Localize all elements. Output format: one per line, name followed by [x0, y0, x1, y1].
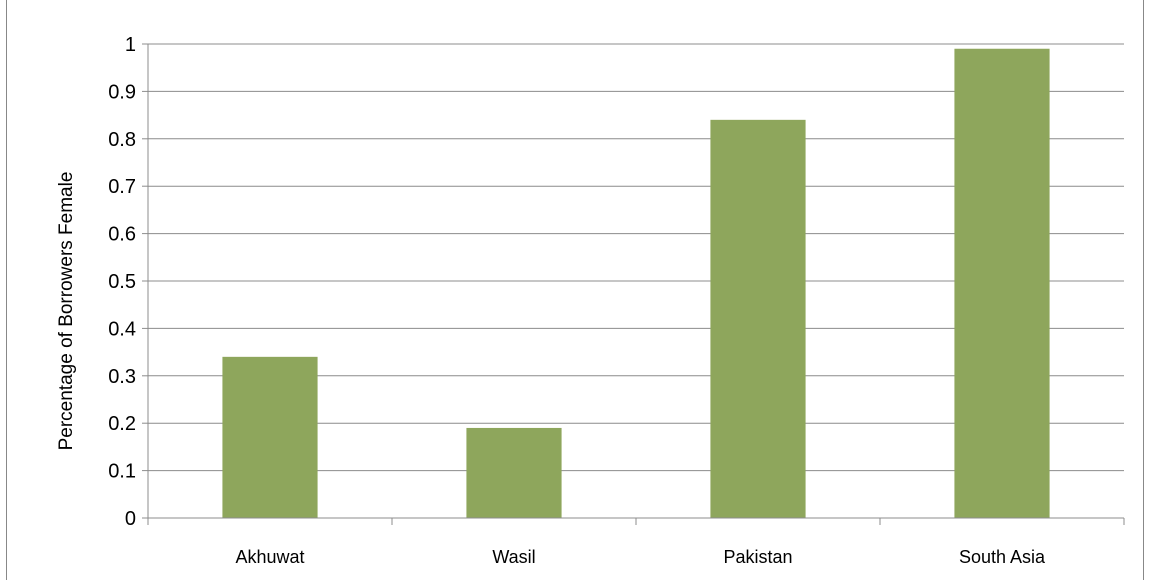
y-tick-label: 1	[125, 34, 136, 56]
bar-wasil	[466, 427, 562, 518]
y-tick-label: 0.8	[108, 129, 136, 151]
y-tick-label: 0.4	[108, 318, 136, 340]
bar-akhuwat	[222, 356, 318, 518]
y-tick-label: 0.3	[108, 366, 136, 388]
x-category-label: Akhuwat	[235, 547, 304, 567]
axes	[142, 43, 1125, 525]
y-tick-label: 0.6	[108, 224, 136, 246]
y-tick-labels: 0 0.1 0.2 0.3 0.4 0.5 0.6 0.7 0.8 0.9 1	[108, 34, 136, 530]
bars	[222, 48, 1050, 519]
chart-frame	[6, 0, 1144, 580]
bar-pakistan	[710, 119, 806, 518]
y-tick-label: 0.5	[108, 271, 136, 293]
y-tick-label: 0.9	[108, 81, 136, 103]
y-tick-label: 0.1	[108, 461, 136, 483]
x-category-label: Pakistan	[723, 547, 792, 567]
x-category-labels: Akhuwat Wasil Pakistan South Asia	[235, 547, 1046, 567]
y-tick-label: 0.2	[108, 413, 136, 435]
x-category-label: South Asia	[959, 547, 1046, 567]
x-category-label: Wasil	[492, 547, 535, 567]
y-tick-label: 0.7	[108, 176, 136, 198]
y-axis-title: Percentage of Borrowers Female	[56, 172, 77, 451]
y-tick-label: 0	[125, 508, 136, 530]
bar-south-asia	[954, 48, 1050, 519]
